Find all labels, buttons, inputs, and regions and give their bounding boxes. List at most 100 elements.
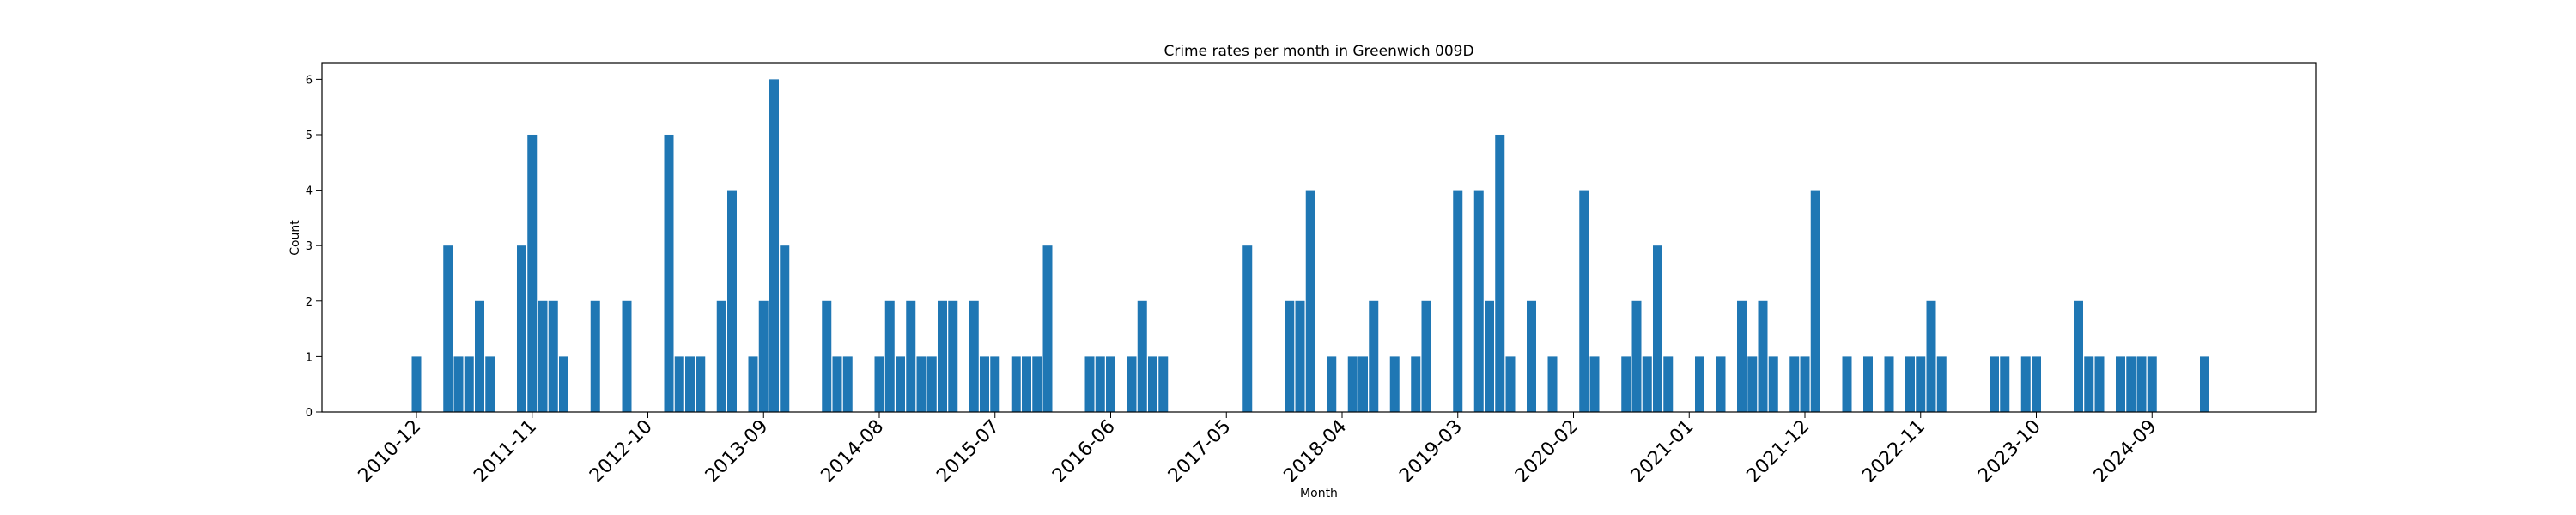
x-tick-label: 2019-03 — [1395, 416, 1467, 488]
bar-2015-06 — [980, 356, 989, 412]
bar-2014-03 — [822, 300, 832, 412]
bar-2023-07 — [2000, 356, 2010, 412]
x-tick-label: 2022-11 — [1858, 416, 1929, 488]
bar-2014-12 — [916, 356, 927, 412]
bar-2011-04 — [453, 356, 464, 412]
bar-2022-11 — [1916, 356, 1926, 412]
bar-2014-11 — [906, 300, 916, 412]
bar-2013-11 — [780, 245, 790, 412]
bar-2012-12 — [664, 134, 674, 413]
bar-2011-12 — [538, 300, 548, 412]
bar-2014-08 — [874, 356, 884, 412]
bar-2011-06 — [475, 300, 484, 412]
bar-2020-08 — [1631, 300, 1642, 412]
bar-2018-11 — [1411, 356, 1421, 412]
bar-2012-05 — [590, 300, 600, 412]
bar-2013-03 — [696, 356, 706, 412]
bar-2019-07 — [1495, 134, 1505, 413]
bar-2015-09 — [1011, 356, 1021, 412]
bar-2021-08 — [1758, 300, 1768, 412]
chart-title: Crime rates per month in Greenwich 009D — [1163, 43, 1473, 60]
bar-2019-05 — [1473, 190, 1484, 412]
bar-2015-12 — [1042, 245, 1053, 412]
bar-2018-06 — [1358, 356, 1368, 412]
bar-2011-07 — [485, 356, 495, 412]
bar-2018-01 — [1305, 190, 1315, 412]
x-tick-label: 2016-06 — [1048, 416, 1120, 488]
bar-2015-05 — [969, 300, 979, 412]
bar-2016-04 — [1084, 356, 1095, 412]
bar-2019-06 — [1485, 300, 1494, 412]
bar-2016-09 — [1137, 300, 1147, 412]
y-axis: 0 1 2 3 4 5 6 — [306, 74, 322, 420]
bar-2018-07 — [1369, 300, 1379, 412]
bar-2015-02 — [938, 300, 947, 412]
y-tick-label: 4 — [306, 185, 313, 198]
bar-2024-03 — [2084, 356, 2094, 412]
bar-2012-02 — [559, 356, 568, 412]
bar-2020-09 — [1642, 356, 1652, 412]
x-tick-label: 2018-04 — [1280, 416, 1352, 488]
x-tick-label: 2024-09 — [2090, 416, 2161, 488]
bar-2020-11 — [1663, 356, 1674, 412]
bar-2018-12 — [1421, 300, 1431, 412]
y-tick-label: 2 — [306, 296, 313, 309]
bar-2018-09 — [1389, 356, 1400, 412]
bar-2011-10 — [517, 245, 526, 412]
bar-2013-02 — [685, 356, 695, 412]
bar-2012-08 — [622, 300, 632, 412]
bar-2014-09 — [884, 300, 895, 412]
bar-2025-02 — [2200, 356, 2209, 412]
bar-2024-02 — [2074, 300, 2083, 412]
bar-2015-03 — [948, 300, 958, 412]
x-tick-label: 2021-12 — [1743, 416, 1814, 488]
bar-2022-10 — [1905, 356, 1915, 412]
y-axis-label: Count — [289, 220, 302, 256]
y-tick-label: 3 — [306, 240, 313, 253]
x-tick-label: 2015-07 — [933, 416, 1004, 488]
bar-2023-06 — [1990, 356, 1999, 412]
bar-2016-06 — [1106, 356, 1115, 412]
bar-2013-09 — [758, 300, 769, 412]
bar-2012-01 — [548, 300, 558, 412]
bar-2022-08 — [1884, 356, 1894, 412]
bar-2010-12 — [411, 356, 422, 412]
bar-2015-01 — [927, 356, 937, 412]
bar-2013-05 — [716, 300, 726, 412]
bar-2020-04 — [1589, 356, 1600, 412]
bar-2014-10 — [896, 356, 905, 412]
x-tick-label: 2017-05 — [1164, 416, 1236, 488]
bars-group — [411, 79, 2209, 413]
bar-2016-10 — [1148, 356, 1157, 412]
bar-2014-04 — [832, 356, 842, 412]
bar-2013-08 — [748, 356, 758, 412]
bar-2021-04 — [1716, 356, 1726, 412]
bar-2013-06 — [727, 190, 737, 412]
bar-2015-11 — [1032, 356, 1042, 412]
bar-2024-06 — [2116, 356, 2125, 412]
x-tick-label: 2021-01 — [1627, 416, 1698, 488]
bar-2017-11 — [1285, 300, 1295, 412]
bar-2016-05 — [1095, 356, 1105, 412]
bar-2011-03 — [443, 245, 453, 412]
x-axis-label: Month — [1300, 487, 1338, 500]
y-tick-label: 6 — [306, 74, 313, 87]
bar-2021-09 — [1768, 356, 1778, 412]
bar-2023-09 — [2020, 356, 2031, 412]
x-tick-label: 2020-02 — [1511, 416, 1583, 488]
bar-2022-12 — [1926, 300, 1936, 412]
bar-2024-08 — [2136, 356, 2147, 412]
bar-2017-12 — [1295, 300, 1305, 412]
bar-2022-06 — [1863, 356, 1873, 412]
y-tick-label: 5 — [306, 130, 313, 142]
bar-2016-11 — [1158, 356, 1169, 412]
bar-2021-06 — [1737, 300, 1747, 412]
bar-2019-08 — [1505, 356, 1516, 412]
bar-2019-03 — [1453, 190, 1463, 412]
bar-2024-07 — [2126, 356, 2136, 412]
bar-2021-07 — [1747, 356, 1758, 412]
x-tick-label: 2011-11 — [470, 416, 541, 488]
y-tick-label: 0 — [306, 407, 313, 420]
bar-2020-03 — [1579, 190, 1589, 412]
